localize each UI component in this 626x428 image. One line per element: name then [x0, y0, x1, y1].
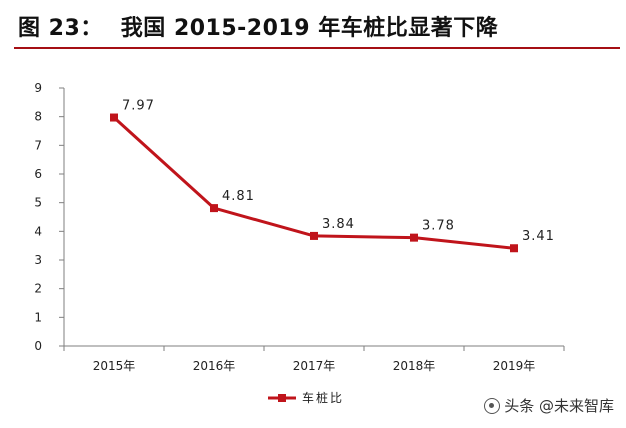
watermark-logo-icon	[484, 397, 501, 414]
y-axis: 0 1 2 3 4 5 6 7 8 9	[34, 81, 65, 353]
watermark-text: 头条 @未来智库	[504, 397, 614, 415]
x-tick-label: 2019年	[493, 359, 536, 373]
legend: 车桩比	[268, 390, 344, 405]
legend-label: 车桩比	[302, 390, 344, 405]
y-tick-label: 9	[34, 81, 42, 95]
x-tick-label: 2018年	[393, 359, 436, 373]
y-tick-label: 6	[34, 167, 42, 181]
y-tick-label: 5	[34, 196, 42, 210]
data-label: 3.41	[522, 229, 555, 244]
y-tick-label: 3	[34, 253, 42, 267]
x-axis: 2015年 2016年 2017年 2018年 2019年	[63, 345, 565, 373]
data-point-marker	[410, 233, 418, 242]
watermark: 头条 @未来智库	[484, 395, 614, 416]
series-layer: 7.97 4.81 3.84 3.78 3.41	[110, 99, 555, 253]
data-point-marker	[310, 231, 318, 240]
data-label: 3.84	[322, 217, 355, 232]
figure-title-text: 我国 2015-2019 年车桩比显著下降	[120, 16, 499, 41]
y-tick-label: 1	[34, 310, 42, 324]
data-point-marker	[510, 244, 518, 253]
x-tick-label: 2015年	[93, 359, 136, 373]
y-tick-label: 2	[34, 282, 42, 296]
figure-header: 图 23： 我国 2015-2019 年车桩比显著下降	[18, 6, 618, 46]
title-divider	[14, 47, 620, 49]
data-label: 7.97	[122, 99, 155, 114]
legend-marker	[278, 394, 286, 402]
x-tick-label: 2016年	[193, 359, 236, 373]
y-tick-label: 4	[34, 224, 42, 238]
y-tick-label: 0	[34, 339, 42, 353]
x-tick-label: 2017年	[293, 359, 336, 373]
y-tick-label: 8	[34, 110, 42, 124]
data-point-marker	[110, 113, 118, 122]
data-label: 3.78	[422, 219, 455, 234]
y-tick-label: 7	[34, 138, 42, 152]
figure-label: 图 23：	[18, 16, 103, 41]
figure-title: 图 23： 我国 2015-2019 年车桩比显著下降	[18, 10, 498, 42]
data-point-marker	[210, 204, 218, 213]
data-label: 4.81	[222, 189, 255, 204]
